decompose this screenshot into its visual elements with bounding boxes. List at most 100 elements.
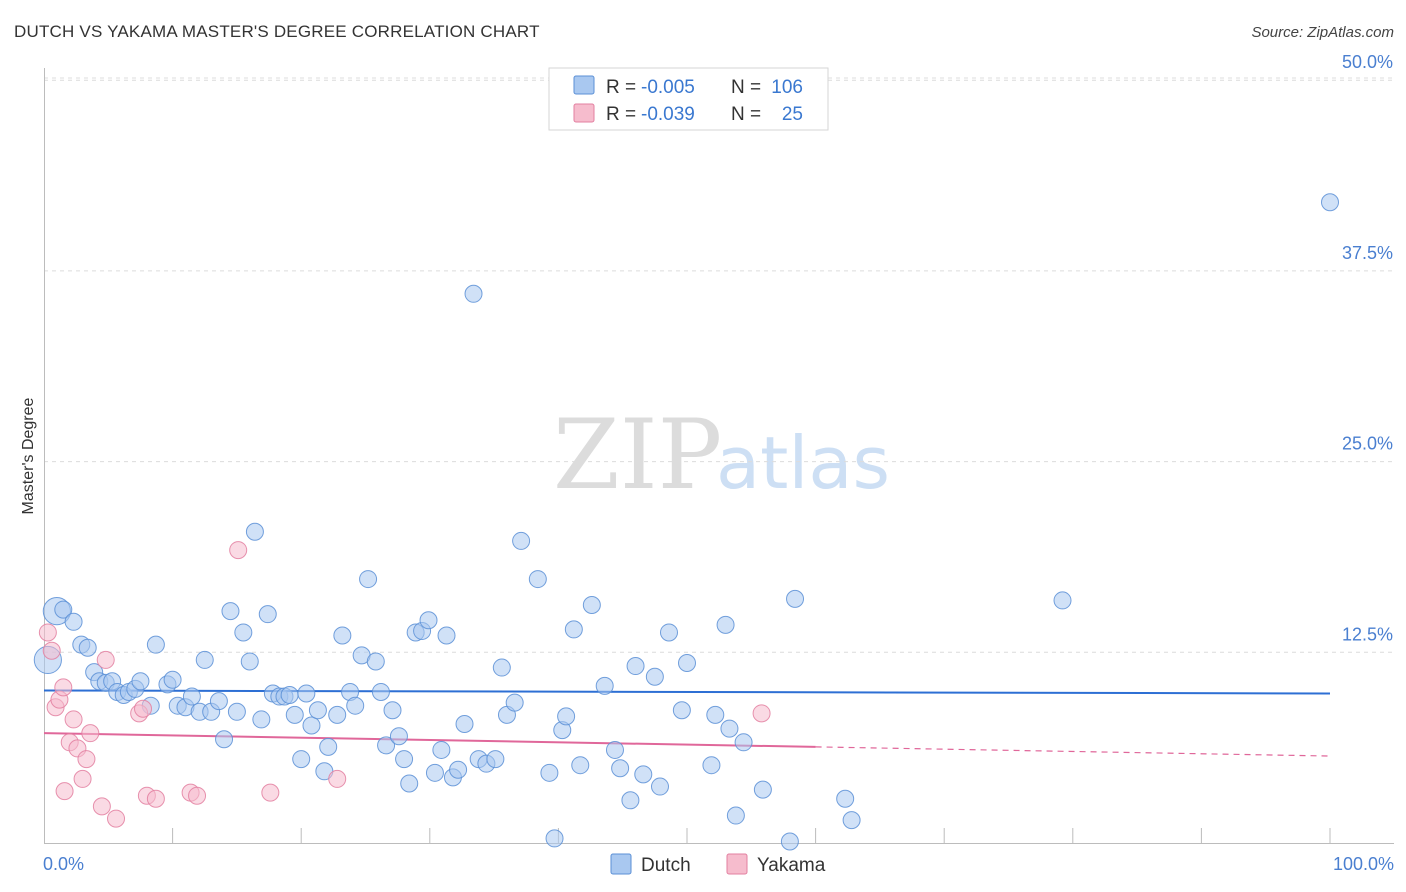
dutch-point <box>359 570 378 589</box>
watermark-atlas: atlas <box>716 421 890 505</box>
dutch-point <box>1053 591 1072 610</box>
dutch-point <box>285 705 304 724</box>
legend-dutch-swatch <box>610 853 632 875</box>
dutch-point <box>780 832 799 851</box>
yakama-point <box>134 699 153 718</box>
y-tick-label: 12.5% <box>1342 624 1393 644</box>
y-tick-labels: 12.5% 25.0% 37.5% 50.0% <box>1342 52 1393 644</box>
dutch-point <box>432 740 451 759</box>
dutch-point <box>131 672 150 691</box>
yakama-point <box>42 641 61 660</box>
dutch-points <box>33 193 1339 851</box>
dutch-point <box>302 716 321 735</box>
dutch-point <box>528 570 547 589</box>
yakama-point <box>54 678 73 697</box>
dutch-point <box>626 657 645 676</box>
dutch-point <box>419 611 438 630</box>
dutch-point <box>308 701 327 720</box>
dutch-point <box>163 670 182 689</box>
dutch-point <box>726 806 745 825</box>
dutch-n-value: 106 <box>771 77 803 98</box>
yakama-point <box>96 650 115 669</box>
dutch-point <box>611 759 630 778</box>
yakama-point <box>81 724 100 743</box>
dutch-point <box>605 740 624 759</box>
dutch-stats-swatch <box>573 75 595 95</box>
dutch-point <box>464 284 483 303</box>
dutch-point <box>280 686 299 705</box>
dutch-point <box>209 692 228 711</box>
yakama-point <box>38 623 57 642</box>
dutch-point <box>753 780 772 799</box>
x-tick-label-max: 100.0% <box>1333 854 1394 874</box>
y-axis-label: Master's Degree <box>20 397 37 514</box>
yakama-point <box>752 704 771 723</box>
dutch-point <box>564 620 583 639</box>
trend-lines <box>43 689 1331 757</box>
dutch-point <box>540 763 559 782</box>
dutch-point <box>395 750 414 769</box>
dutch-point <box>505 693 524 712</box>
dutch-point <box>486 750 505 769</box>
y-tick-label: 50.0% <box>1342 52 1393 72</box>
dutch-point <box>425 763 444 782</box>
yakama-trend-extension <box>815 746 1331 757</box>
dutch-point <box>595 676 614 695</box>
legend: Dutch Yakama <box>610 853 826 876</box>
dutch-r-label: R = <box>606 77 636 98</box>
dutch-point <box>371 682 390 701</box>
dutch-point <box>720 719 739 738</box>
dutch-point <box>78 638 97 657</box>
yakama-points <box>38 541 771 828</box>
x-tick-label-min: 0.0% <box>43 854 84 874</box>
yakama-r-value: -0.039 <box>641 104 695 125</box>
dutch-point <box>672 701 691 720</box>
yakama-n-value: 25 <box>782 104 803 125</box>
dutch-point <box>221 602 240 621</box>
dutch-point <box>582 596 601 615</box>
dutch-point <box>195 650 214 669</box>
dutch-point <box>716 615 735 634</box>
dutch-point <box>1321 193 1339 212</box>
dutch-point <box>240 652 259 671</box>
dutch-point <box>621 791 640 810</box>
legend-yakama-label: Yakama <box>757 855 826 876</box>
dutch-point <box>455 715 474 734</box>
x-axis-ticks <box>172 828 1331 843</box>
yakama-stats-swatch <box>573 103 595 123</box>
dutch-point <box>734 733 753 752</box>
dutch-point <box>659 623 678 642</box>
dutch-point <box>634 765 653 784</box>
yakama-point <box>188 786 207 805</box>
dutch-point <box>492 658 511 677</box>
dutch-point <box>400 774 419 793</box>
watermark: ZIP atlas <box>553 399 890 511</box>
yakama-point <box>73 769 92 788</box>
dutch-point <box>650 777 669 796</box>
yakama-trend-line <box>43 732 816 748</box>
legend-dutch-label: Dutch <box>641 855 691 876</box>
yakama-point <box>92 797 111 816</box>
yakama-point <box>229 541 248 560</box>
yakama-point <box>55 782 74 801</box>
dutch-point <box>146 635 165 654</box>
dutch-point <box>54 600 73 619</box>
yakama-n-label: N = <box>731 104 761 125</box>
dutch-point <box>346 696 365 715</box>
yakama-point <box>64 710 83 729</box>
dutch-point <box>702 756 721 775</box>
dutch-point <box>377 736 396 755</box>
dutch-r-value: -0.005 <box>641 77 695 98</box>
dutch-point <box>292 750 311 769</box>
dutch-point <box>786 589 805 608</box>
source-label: Source: ZipAtlas.com <box>1251 24 1394 41</box>
chart-title: DUTCH VS YAKAMA MASTER'S DEGREE CORRELAT… <box>14 22 540 41</box>
dutch-point <box>328 705 347 724</box>
dutch-point <box>258 605 277 624</box>
dutch-point <box>645 667 664 686</box>
dutch-point <box>678 653 696 672</box>
yakama-r-label: R = <box>606 104 636 125</box>
dutch-point <box>512 531 531 550</box>
dutch-point <box>182 687 201 706</box>
